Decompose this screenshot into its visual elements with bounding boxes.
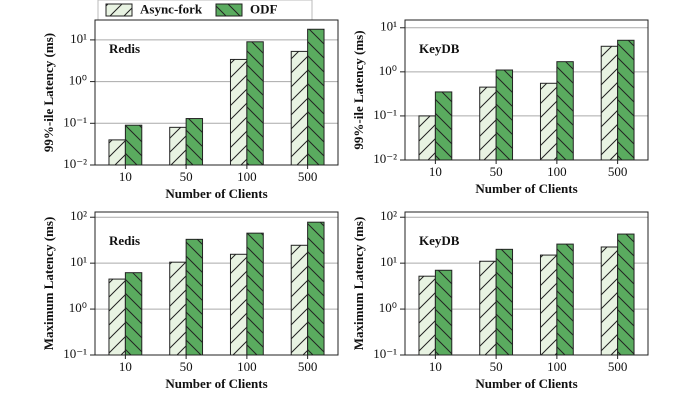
bar-hatch (496, 249, 513, 355)
y-axis-label: 99%-ile Latency (ms) (351, 30, 366, 149)
bar-hatch (108, 279, 126, 355)
y-tick-label: 10⁻¹ (373, 346, 397, 361)
x-axis-label: Number of Clients (475, 376, 577, 391)
bar-hatch (186, 239, 203, 355)
x-tick-label: 100 (547, 359, 567, 374)
y-tick-label: 10¹ (380, 254, 397, 269)
bar-hatch (230, 254, 247, 355)
y-tick-label: 10¹ (70, 254, 87, 269)
bar-hatch (291, 245, 308, 355)
x-tick-label: 500 (608, 164, 628, 179)
legend-hatch (106, 4, 132, 16)
bar-hatch (540, 83, 557, 160)
bar-hatch (479, 87, 497, 160)
x-axis-label: Number of Clients (475, 181, 577, 196)
subplot: 10⁻¹ 10⁰ 10¹ 10² 10 50 100 500 Redis Number of Cl… (41, 208, 339, 391)
x-tick-label: 50 (180, 169, 193, 184)
legend: Async-fork ODF (97, 0, 313, 21)
y-tick-label: 10⁻² (373, 151, 397, 166)
bar-hatch (540, 255, 557, 355)
bar-hatch (435, 91, 452, 160)
x-tick-label: 100 (237, 359, 257, 374)
bar-hatch (307, 222, 325, 355)
x-tick-label: 10 (119, 169, 132, 184)
subplot-title: Redis (109, 233, 140, 248)
y-tick-label: 10⁻¹ (63, 346, 87, 361)
axes-frame (404, 211, 649, 356)
x-tick-label: 100 (547, 164, 567, 179)
y-tick-label: 10⁰ (69, 73, 87, 88)
axes-frame (404, 19, 649, 161)
bar-hatch (246, 233, 264, 355)
y-tick-label: 10⁻² (63, 156, 87, 171)
bar-hatch (479, 261, 497, 355)
bar-hatch (418, 276, 436, 355)
legend-label: ODF (250, 1, 278, 16)
axes-frame (94, 211, 339, 356)
subplot-title: KeyDB (419, 41, 460, 56)
bar-hatch (169, 262, 187, 355)
bar-hatch (601, 246, 618, 355)
bar-hatch (291, 51, 308, 165)
x-axis-label: Number of Clients (165, 376, 267, 391)
y-axis-label: Maximum Latency (ms) (351, 217, 366, 351)
bar-hatch (230, 59, 247, 165)
bar-hatch (307, 29, 325, 166)
x-tick-label: 500 (608, 359, 628, 374)
bar-hatch (496, 70, 513, 160)
y-tick-label: 10⁻¹ (63, 114, 87, 129)
x-tick-label: 50 (180, 359, 193, 374)
bar-hatch (108, 139, 126, 165)
bar-hatch (246, 41, 264, 165)
bar-hatch (125, 272, 142, 355)
legend-hatch (216, 4, 242, 16)
x-tick-label: 10 (119, 359, 132, 374)
x-tick-label: 50 (490, 164, 503, 179)
bar-hatch (556, 61, 574, 160)
bar-hatch (435, 270, 452, 355)
x-tick-label: 500 (298, 359, 318, 374)
bar-hatch (601, 46, 618, 160)
x-tick-label: 500 (298, 169, 318, 184)
bar-hatch (617, 234, 635, 355)
x-tick-label: 50 (490, 359, 503, 374)
y-tick-label: 10¹ (70, 31, 87, 46)
bar-hatch (186, 118, 203, 165)
y-tick-label: 10² (380, 208, 397, 223)
y-tick-label: 10⁰ (379, 63, 397, 78)
bar-hatch (169, 127, 187, 165)
subplot: 10⁻² 10⁻¹ 10⁰ 10¹ 10 50 100 500 Redis Number of C… (41, 19, 339, 201)
bar-hatch (418, 115, 436, 160)
x-tick-label: 10 (429, 359, 442, 374)
subplot-title: Redis (109, 41, 140, 56)
y-axis-label: 99%-ile Latency (ms) (41, 33, 56, 152)
x-axis-label: Number of Clients (165, 186, 267, 201)
y-tick-label: 10¹ (380, 19, 397, 34)
subplot: 10⁻² 10⁻¹ 10⁰ 10¹ 10 50 100 500 KeyDB Number of C… (351, 19, 649, 196)
x-tick-label: 100 (237, 169, 257, 184)
subplot: 10⁻¹ 10⁰ 10¹ 10² 10 50 100 500 KeyDB Number of Cl… (351, 208, 649, 391)
y-tick-label: 10⁰ (379, 300, 397, 315)
bar-hatch (617, 40, 635, 161)
y-tick-label: 10² (70, 208, 87, 223)
y-axis-label: Maximum Latency (ms) (41, 217, 56, 351)
legend-label: Async-fork (140, 1, 203, 16)
bar-hatch (125, 125, 142, 165)
subplot-title: KeyDB (419, 233, 460, 248)
y-tick-label: 10⁰ (69, 300, 87, 315)
bar-hatch (556, 244, 574, 355)
y-tick-label: 10⁻¹ (373, 107, 397, 122)
x-tick-label: 10 (429, 164, 442, 179)
axes-frame (94, 19, 339, 166)
